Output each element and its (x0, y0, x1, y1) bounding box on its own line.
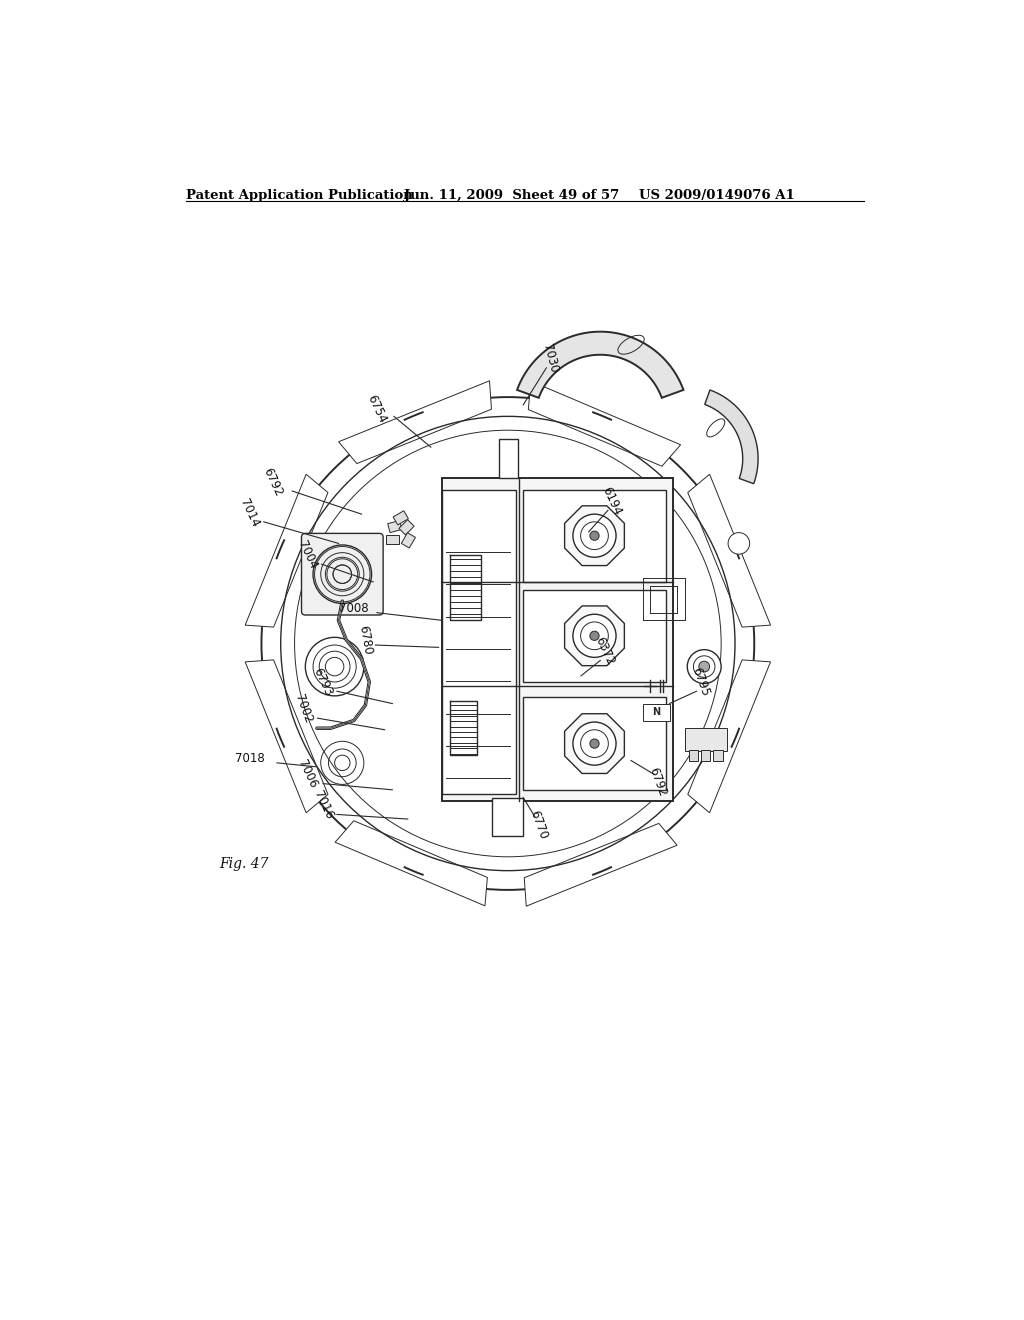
FancyBboxPatch shape (301, 533, 383, 615)
Bar (401, 533, 416, 548)
Bar (701, 750, 711, 760)
Text: 7006: 7006 (296, 758, 319, 791)
Bar (523, 590, 666, 682)
Text: Jun. 11, 2009  Sheet 49 of 57: Jun. 11, 2009 Sheet 49 of 57 (403, 189, 620, 202)
Text: 6795: 6795 (689, 665, 712, 698)
Text: 7008: 7008 (339, 602, 369, 615)
Text: N: N (651, 708, 659, 717)
Text: 6194: 6194 (600, 484, 624, 517)
Bar (689, 750, 698, 760)
Text: 6793: 6793 (311, 665, 335, 698)
Bar (393, 511, 409, 525)
Circle shape (728, 533, 750, 554)
Polygon shape (688, 474, 770, 627)
Text: 7014: 7014 (238, 496, 262, 529)
Bar (442, 490, 515, 793)
Circle shape (687, 649, 721, 684)
Polygon shape (564, 606, 625, 665)
Bar (523, 697, 666, 789)
Circle shape (261, 397, 755, 890)
Polygon shape (335, 821, 487, 906)
Text: 7002: 7002 (293, 693, 315, 725)
Circle shape (698, 661, 710, 672)
Polygon shape (524, 824, 677, 907)
Text: 7016: 7016 (311, 789, 335, 821)
Text: 7030: 7030 (540, 343, 560, 375)
Text: US 2009/0149076 A1: US 2009/0149076 A1 (639, 189, 795, 202)
Text: 6780: 6780 (356, 624, 375, 656)
Bar (499, 440, 518, 478)
Circle shape (590, 531, 599, 540)
Circle shape (590, 631, 599, 640)
Polygon shape (245, 660, 328, 813)
Text: 6792: 6792 (261, 466, 286, 498)
Bar (643, 704, 670, 721)
Bar (388, 520, 402, 533)
Text: 6372: 6372 (592, 635, 616, 668)
Circle shape (572, 614, 616, 657)
Bar (399, 520, 414, 535)
Bar (386, 535, 398, 544)
Text: 6754: 6754 (365, 392, 389, 425)
Polygon shape (517, 331, 683, 397)
Polygon shape (564, 506, 625, 565)
Polygon shape (245, 474, 328, 627)
Bar (523, 490, 666, 582)
Circle shape (581, 622, 608, 649)
Polygon shape (339, 380, 492, 463)
Polygon shape (564, 714, 625, 774)
Bar (685, 729, 727, 751)
Circle shape (581, 521, 608, 549)
Text: 6770: 6770 (527, 808, 550, 841)
Text: 6792: 6792 (647, 766, 670, 799)
Polygon shape (688, 660, 770, 813)
Bar (442, 478, 674, 801)
Circle shape (572, 515, 616, 557)
Circle shape (590, 739, 599, 748)
Polygon shape (528, 381, 681, 466)
Text: Patent Application Publication: Patent Application Publication (186, 189, 413, 202)
Circle shape (581, 730, 608, 758)
Text: 7018: 7018 (236, 752, 265, 766)
Bar (714, 750, 723, 760)
Text: 7004: 7004 (296, 539, 319, 572)
Bar (493, 797, 523, 836)
Polygon shape (705, 389, 758, 483)
Text: Fig. 47: Fig. 47 (219, 857, 268, 871)
Circle shape (572, 722, 616, 766)
